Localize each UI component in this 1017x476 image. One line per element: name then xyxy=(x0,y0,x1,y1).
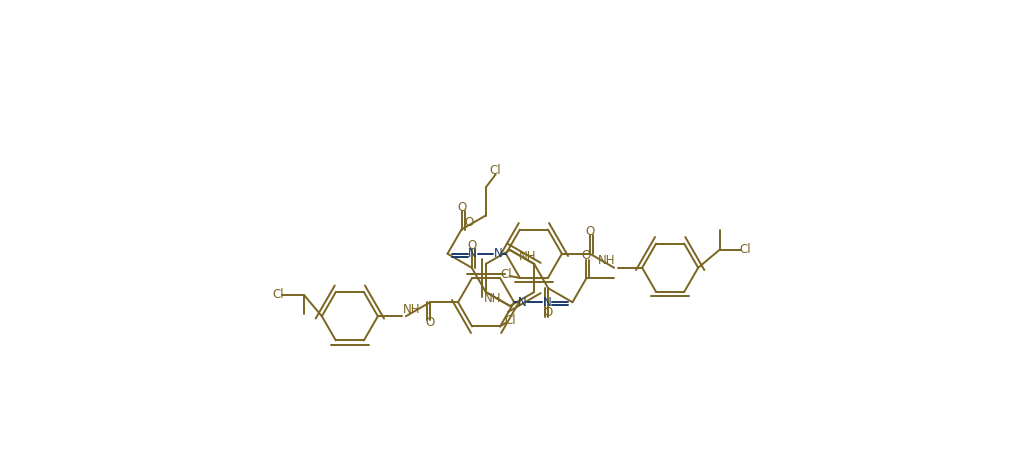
Text: O: O xyxy=(425,316,434,329)
Text: N: N xyxy=(543,296,551,309)
Text: O: O xyxy=(464,216,473,229)
Text: O: O xyxy=(585,225,595,238)
Text: Cl: Cl xyxy=(504,314,516,327)
Text: O: O xyxy=(582,249,591,262)
Text: Cl: Cl xyxy=(739,243,751,256)
Text: NH: NH xyxy=(520,250,537,264)
Text: Cl: Cl xyxy=(490,164,501,177)
Text: NH: NH xyxy=(484,292,501,306)
Text: N: N xyxy=(518,296,527,309)
Text: O: O xyxy=(467,239,476,252)
Text: O: O xyxy=(544,306,553,319)
Text: N: N xyxy=(493,247,502,260)
Text: N: N xyxy=(468,247,477,260)
Text: O: O xyxy=(457,200,466,214)
Text: Cl: Cl xyxy=(500,268,512,280)
Text: NH: NH xyxy=(403,303,421,316)
Text: Cl: Cl xyxy=(273,288,284,301)
Text: NH: NH xyxy=(598,254,615,267)
